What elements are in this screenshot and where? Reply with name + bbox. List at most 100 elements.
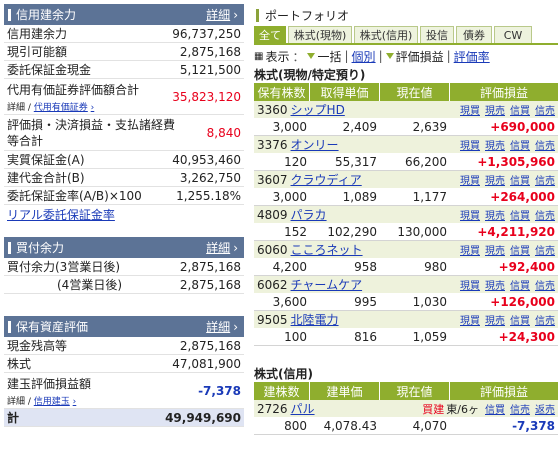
stock-name-link[interactable]: パラカ — [290, 208, 327, 222]
action-link-0[interactable]: 信買 — [485, 405, 505, 416]
header-mark-icon — [8, 241, 11, 254]
row-stocks: 株式 47,081,900 — [4, 355, 244, 373]
action-link-3[interactable]: 信売 — [535, 281, 555, 292]
action-link-0[interactable]: 現買 — [460, 106, 480, 117]
stock-qty: 100 — [284, 329, 307, 344]
chevron-right-icon: › — [72, 397, 77, 407]
row-credit-power: 信用建余力 96,737,250 — [4, 25, 244, 43]
stock-code: 9505 — [257, 312, 288, 327]
stock-code: 3376 — [257, 137, 288, 152]
stock-row: 9505 北陸電力 現買 現売 信買 信売 100 816 1,059 +24,300 — [254, 311, 558, 346]
action-link-2[interactable]: 信買 — [510, 176, 530, 187]
option-pl[interactable]: 評価損益 — [395, 49, 444, 64]
action-link-2[interactable]: 信買 — [510, 106, 530, 117]
action-link-1[interactable]: 信売 — [510, 405, 530, 416]
option-all[interactable]: 一括 — [317, 49, 342, 64]
action-link-1[interactable]: 現売 — [485, 281, 505, 292]
action-link-1[interactable]: 現売 — [485, 211, 505, 222]
action-link-0[interactable]: 現買 — [460, 176, 480, 187]
stock-name-link[interactable]: オンリー — [290, 138, 339, 152]
stock-name-link[interactable]: 北陸電力 — [290, 313, 339, 327]
action-link-0[interactable]: 現買 — [460, 281, 480, 292]
stock-row: 3360 シップHD 現買 現売 信買 信売 3,000 2,409 2,639 +69… — [254, 101, 558, 136]
portfolio-tabs: 全て 株式(現物) 株式(信用) 投信 債券 CW — [254, 26, 558, 45]
stock-cost: 2,409 — [342, 119, 377, 134]
stock-name-link[interactable]: クラウディア — [290, 173, 362, 187]
action-link-3[interactable]: 信売 — [535, 176, 555, 187]
action-link-2[interactable]: 返売 — [535, 405, 555, 416]
action-link-3[interactable]: 信売 — [535, 316, 555, 327]
stock-code: 3360 — [257, 102, 288, 117]
tab-funds[interactable]: 投信 — [420, 26, 454, 43]
stock-values-row: 3,000 2,409 2,639 +690,000 — [254, 118, 558, 135]
action-link-0[interactable]: 現買 — [460, 316, 480, 327]
action-link-3[interactable]: 信売 — [535, 211, 555, 222]
action-link-3[interactable]: 信売 — [535, 141, 555, 152]
action-link-3[interactable]: 信売 — [535, 106, 555, 117]
action-link-1[interactable]: 現売 — [485, 176, 505, 187]
credit-power-detail-link[interactable]: 詳細 › — [206, 8, 238, 22]
stock-row: 3607 クラウディア 現買 現売 信買 信売 3,000 1,089 1,177 +2… — [254, 171, 558, 206]
stock-code: 2726 — [257, 401, 288, 416]
row-buy-power-3d: 買付余力(3営業日後) 2,875,168 — [4, 258, 244, 276]
stock-name-link[interactable]: パル — [290, 402, 315, 416]
action-link-1[interactable]: 現売 — [485, 106, 505, 117]
buy-power-header: 買付余力 詳細 › — [4, 237, 244, 258]
stock-name-link[interactable]: こころネット — [290, 243, 363, 257]
option-each[interactable]: 個別 — [351, 49, 376, 64]
stock-price: 66,200 — [405, 154, 447, 169]
stock-price: 130,000 — [397, 224, 447, 239]
cash-table-header: 保有株数 取得単価 現在値 評価損益 — [254, 83, 558, 101]
stock-name-row: 9505 北陸電力 現買 現売 信買 信売 — [254, 311, 558, 328]
stock-qty: 120 — [284, 154, 307, 169]
action-link-1[interactable]: 現売 — [485, 246, 505, 257]
row-realtime-link: リアル委託保証金率 — [4, 205, 244, 223]
stock-pl: +264,000 — [490, 189, 555, 204]
row-margin-rate: 委託保証金率(A/B)×100 1,255.18% — [4, 187, 244, 205]
action-link-2[interactable]: 信買 — [510, 141, 530, 152]
margin-stock-list: 2726 パル 買建 東/6ヶ 信買 信売 返売 800 4,078.43 4,070 -… — [254, 400, 558, 435]
action-link-2[interactable]: 信買 — [510, 211, 530, 222]
action-link-2[interactable]: 信買 — [510, 316, 530, 327]
margin-positions-link[interactable]: 信用建玉 — [33, 397, 70, 407]
row-position-total: 建代金合計(B) 3,262,750 — [4, 169, 244, 187]
buy-power-detail-link[interactable]: 詳細 › — [206, 241, 238, 255]
row-fees-total: 評価損・決済損益・支払諸経費等合計 8,840 — [4, 115, 244, 151]
substitute-securities-link[interactable]: 代用有価証券 — [33, 103, 88, 113]
action-link-3[interactable]: 信売 — [535, 246, 555, 257]
tab-cw[interactable]: CW — [494, 26, 532, 43]
action-link-1[interactable]: 現売 — [485, 316, 505, 327]
stock-name-row: 6060 こころネット 現買 現売 信買 信売 — [254, 241, 558, 258]
stock-pl: +92,400 — [498, 259, 555, 274]
stock-price: 980 — [424, 259, 447, 274]
stock-pl: +24,300 — [498, 329, 555, 344]
stock-name-row: 6062 チャームケア 現買 現売 信買 信売 — [254, 276, 558, 293]
action-link-2[interactable]: 信買 — [510, 246, 530, 257]
row-buy-power-4d: (4営業日後) 2,875,168 — [4, 276, 244, 294]
chevron-right-icon: › — [233, 320, 238, 334]
action-link-0[interactable]: 現買 — [460, 211, 480, 222]
option-pl-rate[interactable]: 評価率 — [453, 49, 490, 64]
triangle-down-icon — [307, 53, 316, 59]
stock-qty: 800 — [284, 418, 307, 433]
stock-pl: +126,000 — [490, 294, 555, 309]
portfolio-title: ポートフォリオ — [254, 4, 558, 26]
stock-price: 2,639 — [412, 119, 447, 134]
assets-detail-link[interactable]: 詳細 › — [206, 320, 238, 334]
action-link-1[interactable]: 現売 — [485, 141, 505, 152]
position-type-badge: 買建 — [422, 402, 445, 416]
stock-values-row: 3,000 1,089 1,177 +264,000 — [254, 188, 558, 205]
realtime-margin-rate-link[interactable]: リアル委託保証金率 — [7, 207, 115, 222]
tab-cash-stocks[interactable]: 株式(現物) — [288, 26, 352, 43]
stock-name-link[interactable]: チャームケア — [290, 278, 363, 292]
tab-margin-stocks[interactable]: 株式(信用) — [354, 26, 418, 43]
stock-cost: 55,317 — [335, 154, 377, 169]
stock-name-link[interactable]: シップHD — [290, 103, 345, 117]
tab-bonds[interactable]: 債券 — [456, 26, 492, 43]
action-link-0[interactable]: 現買 — [460, 141, 480, 152]
action-link-2[interactable]: 信買 — [510, 281, 530, 292]
tab-all[interactable]: 全て — [254, 26, 286, 43]
stock-qty: 152 — [284, 224, 307, 239]
action-link-0[interactable]: 現買 — [460, 246, 480, 257]
stock-values-row: 120 55,317 66,200 +1,305,960 — [254, 153, 558, 170]
